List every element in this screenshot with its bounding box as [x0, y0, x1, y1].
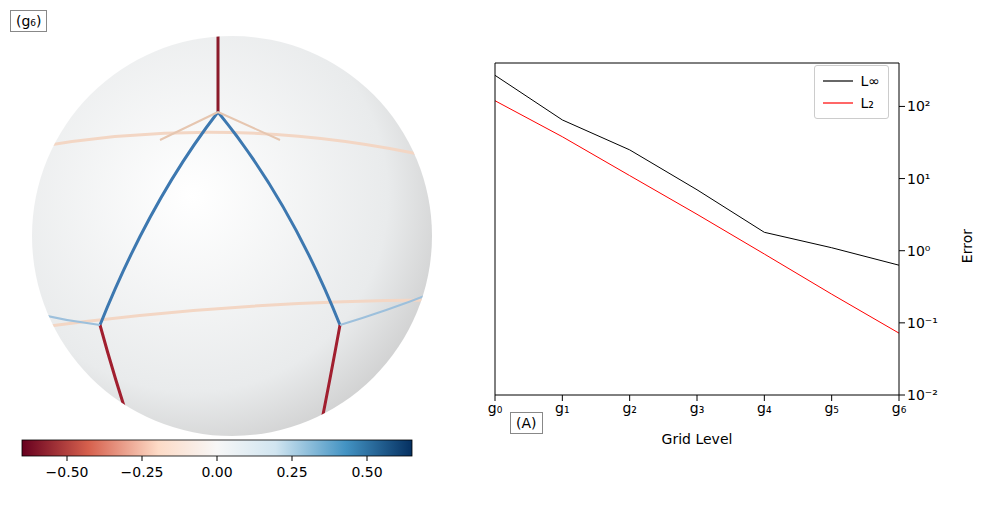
svg-text:−0.50: −0.50 [46, 464, 89, 480]
svg-text:10²: 10² [907, 98, 930, 114]
svg-text:10⁻²: 10⁻² [907, 387, 938, 403]
svg-text:−0.25: −0.25 [121, 464, 164, 480]
svg-text:10⁻¹: 10⁻¹ [907, 315, 938, 331]
svg-text:0.25: 0.25 [276, 464, 307, 480]
svg-text:0.50: 0.50 [351, 464, 382, 480]
svg-text:g₂: g₂ [622, 400, 637, 416]
svg-text:g₀: g₀ [488, 400, 503, 416]
svg-text:g₁: g₁ [555, 400, 570, 416]
svg-text:g₄: g₄ [757, 400, 772, 416]
svg-text:Error: Error [959, 229, 975, 263]
html-text:(A): (A) [516, 415, 537, 431]
svg-text:10¹: 10¹ [907, 171, 930, 187]
svg-text:g₃: g₃ [690, 400, 705, 416]
svg-text:g₅: g₅ [824, 400, 839, 416]
svg-text:0.00: 0.00 [201, 464, 232, 480]
svg-text:g₆: g₆ [892, 400, 907, 416]
html-text:L₂: L₂ [860, 95, 874, 111]
html-text:L∞: L∞ [860, 73, 880, 89]
html-text:(g₆): (g₆) [16, 13, 42, 29]
svg-text:10⁰: 10⁰ [907, 243, 931, 259]
svg-text:Grid Level: Grid Level [662, 431, 733, 447]
